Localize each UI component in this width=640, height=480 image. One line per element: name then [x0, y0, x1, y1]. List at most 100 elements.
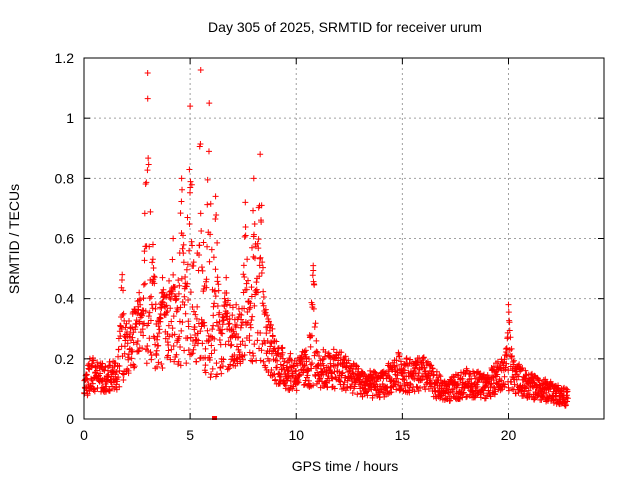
- data-point: [314, 349, 321, 356]
- data-point: [331, 385, 338, 392]
- data-point: [141, 280, 148, 287]
- data-point: [223, 313, 230, 320]
- data-point: [147, 349, 154, 356]
- data-point: [498, 377, 505, 384]
- data-point: [206, 258, 213, 265]
- data-point: [181, 293, 188, 300]
- data-point: [247, 300, 254, 307]
- data-point: [89, 362, 96, 369]
- data-point: [253, 279, 260, 286]
- data-point: [176, 333, 183, 340]
- data-point: [186, 221, 193, 228]
- data-point: [219, 330, 226, 337]
- data-point: [134, 337, 141, 344]
- data-point: [496, 364, 503, 371]
- data-point: [215, 323, 222, 330]
- data-point: [197, 328, 204, 335]
- x-tick-label: 5: [186, 427, 194, 443]
- data-point: [272, 357, 279, 364]
- data-point: [143, 179, 150, 186]
- data-point: [170, 235, 177, 242]
- data-point: [199, 267, 206, 274]
- data-point: [144, 167, 151, 174]
- data-point: [99, 360, 106, 367]
- data-point: [145, 313, 152, 320]
- data-point: [89, 380, 96, 387]
- data-point: [212, 416, 218, 420]
- data-point: [133, 317, 140, 324]
- data-point: [88, 375, 95, 382]
- data-point: [204, 243, 211, 250]
- data-point: [214, 274, 221, 281]
- data-point: [506, 327, 513, 334]
- data-point: [189, 242, 196, 249]
- data-point: [540, 391, 547, 398]
- data-point: [159, 364, 166, 371]
- data-point: [471, 370, 478, 377]
- data-point: [115, 374, 122, 381]
- data-point: [396, 352, 403, 359]
- x-tick-label: 0: [80, 427, 88, 443]
- data-point: [163, 302, 170, 309]
- data-point: [115, 346, 122, 353]
- data-point: [256, 273, 263, 280]
- data-point: [210, 254, 217, 261]
- y-tick-labels: 0 0.2 0.4 0.6 0.8 1 1.2: [55, 50, 75, 427]
- data-point: [182, 274, 189, 281]
- data-point: [242, 199, 249, 206]
- data-point: [419, 376, 426, 383]
- y-tick-label: 0.6: [55, 231, 75, 247]
- x-tick-label: 10: [288, 427, 304, 443]
- data-point: [145, 155, 152, 162]
- data-point: [106, 387, 113, 394]
- data-point: [295, 379, 302, 386]
- data-point: [248, 284, 255, 291]
- data-point: [255, 236, 262, 243]
- data-point: [167, 356, 174, 363]
- data-point: [355, 365, 362, 372]
- data-point: [564, 398, 571, 405]
- data-point: [485, 387, 492, 394]
- data-point: [183, 360, 190, 367]
- data-point: [501, 381, 508, 388]
- data-point: [231, 351, 238, 358]
- data-point: [139, 326, 146, 333]
- data-point: [185, 323, 192, 330]
- data-point: [274, 364, 281, 371]
- data-points: [81, 67, 571, 420]
- y-tick-label: 0: [66, 411, 74, 427]
- data-point: [436, 372, 443, 379]
- data-point: [119, 276, 126, 283]
- data-point: [154, 333, 161, 340]
- data-point: [312, 320, 319, 327]
- data-point: [420, 354, 427, 361]
- data-point: [510, 357, 517, 364]
- data-point: [102, 364, 109, 371]
- data-point: [235, 333, 242, 340]
- data-point: [488, 380, 495, 387]
- data-point: [268, 339, 275, 346]
- data-point: [220, 317, 227, 324]
- data-point: [327, 360, 334, 367]
- data-point: [248, 357, 255, 364]
- data-point: [309, 301, 316, 308]
- data-point: [175, 277, 182, 284]
- data-point: [494, 371, 501, 378]
- data-point: [136, 289, 143, 296]
- data-point: [503, 351, 510, 358]
- data-point: [208, 342, 215, 349]
- data-point: [414, 384, 421, 391]
- data-point: [249, 313, 256, 320]
- data-point: [156, 326, 163, 333]
- data-point: [184, 280, 191, 287]
- data-point: [113, 369, 120, 376]
- data-point: [135, 306, 142, 313]
- x-tick-labels: 0 5 10 15 20: [80, 427, 516, 443]
- data-point: [471, 372, 478, 379]
- data-point: [204, 327, 211, 334]
- data-point: [433, 368, 440, 375]
- data-point: [299, 355, 306, 362]
- data-point: [327, 366, 334, 373]
- data-point: [209, 365, 216, 372]
- data-point: [188, 238, 195, 245]
